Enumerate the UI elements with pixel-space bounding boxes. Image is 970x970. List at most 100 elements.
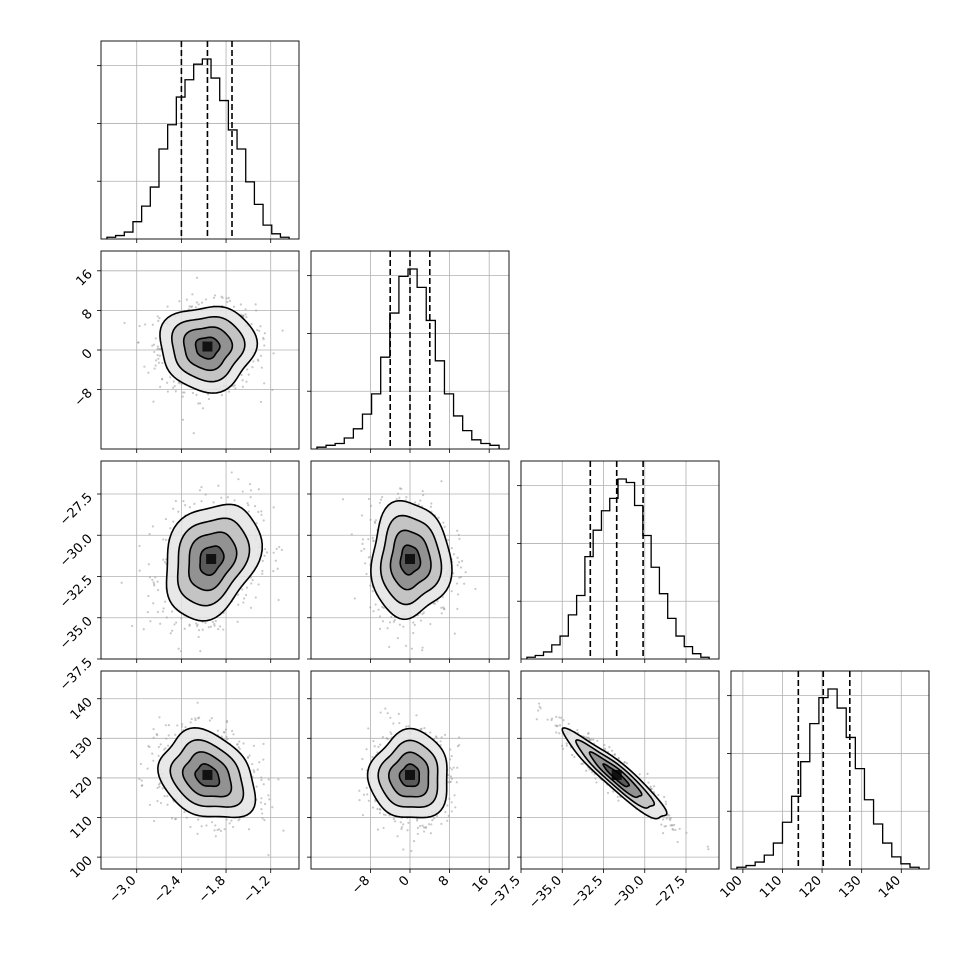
scatter-point bbox=[152, 602, 155, 605]
scatter-point bbox=[253, 505, 257, 508]
density-peak bbox=[202, 341, 213, 352]
scatter-point bbox=[167, 744, 170, 747]
scatter-point bbox=[197, 635, 200, 639]
scatter-point bbox=[415, 819, 419, 822]
scatter-point bbox=[341, 498, 345, 501]
contour-line-2 bbox=[379, 514, 443, 606]
scatter-point bbox=[157, 783, 161, 786]
scatter-point bbox=[452, 766, 455, 769]
scatter-point bbox=[456, 529, 459, 532]
density-content bbox=[341, 455, 477, 652]
scatter-point bbox=[200, 825, 203, 828]
scatter-point bbox=[222, 731, 226, 734]
scatter-point bbox=[262, 519, 265, 522]
scatter-point bbox=[246, 368, 249, 371]
scatter-point bbox=[188, 506, 192, 509]
scatter-point bbox=[400, 827, 403, 831]
y-tick-label: −35.0 bbox=[57, 614, 96, 653]
scatter-point bbox=[660, 823, 663, 826]
scatter-point bbox=[464, 571, 467, 574]
scatter-point bbox=[148, 532, 151, 536]
scatter-point bbox=[264, 548, 267, 551]
scatter-point bbox=[429, 622, 432, 626]
scatter-point bbox=[369, 504, 373, 507]
scatter-point bbox=[166, 803, 169, 806]
scatter-point bbox=[363, 547, 366, 551]
scatter-point bbox=[214, 619, 217, 623]
scatter-point bbox=[416, 817, 419, 820]
scatter-point bbox=[405, 725, 408, 728]
scatter-point bbox=[263, 382, 266, 385]
scatter-point bbox=[151, 344, 154, 347]
scatter-point bbox=[237, 603, 240, 606]
scatter-point bbox=[453, 632, 456, 635]
scatter-point bbox=[201, 628, 204, 631]
scatter-point bbox=[251, 366, 254, 369]
scatter-point bbox=[272, 570, 275, 573]
scatter-point bbox=[231, 825, 235, 829]
scatter-point bbox=[231, 729, 234, 733]
scatter-point bbox=[419, 499, 422, 502]
scatter-point bbox=[183, 810, 186, 814]
scatter-point bbox=[439, 740, 442, 743]
scatter-point bbox=[242, 601, 245, 604]
scatter-point bbox=[138, 777, 141, 781]
scatter-point bbox=[261, 572, 264, 575]
y-tick-label: −8 bbox=[72, 386, 96, 410]
scatter-point bbox=[197, 303, 200, 306]
scatter-point bbox=[183, 627, 186, 630]
scatter-point bbox=[167, 734, 170, 737]
scatter-point bbox=[225, 818, 228, 821]
scatter-point bbox=[254, 596, 257, 599]
scatter-point bbox=[200, 500, 203, 503]
histogram-panel-2 bbox=[517, 460, 720, 660]
scatter-point bbox=[156, 348, 159, 351]
scatter-point bbox=[138, 569, 141, 572]
scatter-point bbox=[138, 324, 141, 328]
scatter-point bbox=[278, 545, 281, 549]
x-tick-label: −37.5 bbox=[485, 873, 524, 912]
scatter-point bbox=[232, 385, 235, 388]
scatter-point bbox=[364, 562, 367, 565]
scatter-point bbox=[208, 719, 212, 722]
scatter-point bbox=[174, 733, 177, 736]
scatter-point bbox=[169, 632, 172, 635]
scatter-point bbox=[259, 801, 263, 804]
scatter-point bbox=[447, 814, 450, 817]
y-tick-label: −32.5 bbox=[57, 573, 96, 612]
scatter-point bbox=[664, 803, 668, 806]
scatter-point bbox=[421, 649, 424, 652]
scatter-point bbox=[397, 712, 400, 716]
scatter-point bbox=[573, 755, 576, 758]
panel-frame bbox=[100, 40, 300, 240]
scatter-point bbox=[259, 400, 263, 404]
scatter-point bbox=[649, 785, 652, 788]
scatter-point bbox=[405, 496, 408, 499]
scatter-point bbox=[282, 829, 285, 832]
scatter-point bbox=[162, 558, 165, 561]
scatter-point bbox=[246, 502, 249, 505]
scatter-point bbox=[452, 572, 455, 575]
scatter-point bbox=[239, 303, 242, 306]
scatter-point bbox=[441, 595, 444, 599]
scatter-point bbox=[257, 488, 260, 491]
scatter-point bbox=[244, 593, 248, 597]
scatter-point bbox=[247, 504, 250, 507]
density-panel-3-1 bbox=[310, 670, 510, 870]
scatter-point bbox=[170, 817, 174, 820]
scatter-point bbox=[260, 510, 263, 513]
scatter-point bbox=[367, 538, 370, 541]
scatter-point bbox=[147, 563, 150, 566]
scatter-point bbox=[432, 602, 435, 605]
scatter-point bbox=[416, 455, 418, 457]
scatter-point bbox=[389, 716, 392, 719]
scatter-point bbox=[153, 367, 156, 370]
scatter-point bbox=[218, 625, 222, 628]
scatter-point bbox=[147, 594, 150, 598]
scatter-point bbox=[216, 729, 219, 732]
scatter-point bbox=[244, 308, 247, 311]
scatter-point bbox=[685, 831, 688, 834]
scatter-point bbox=[184, 725, 187, 729]
density-content bbox=[120, 471, 283, 653]
scatter-point bbox=[178, 300, 181, 303]
